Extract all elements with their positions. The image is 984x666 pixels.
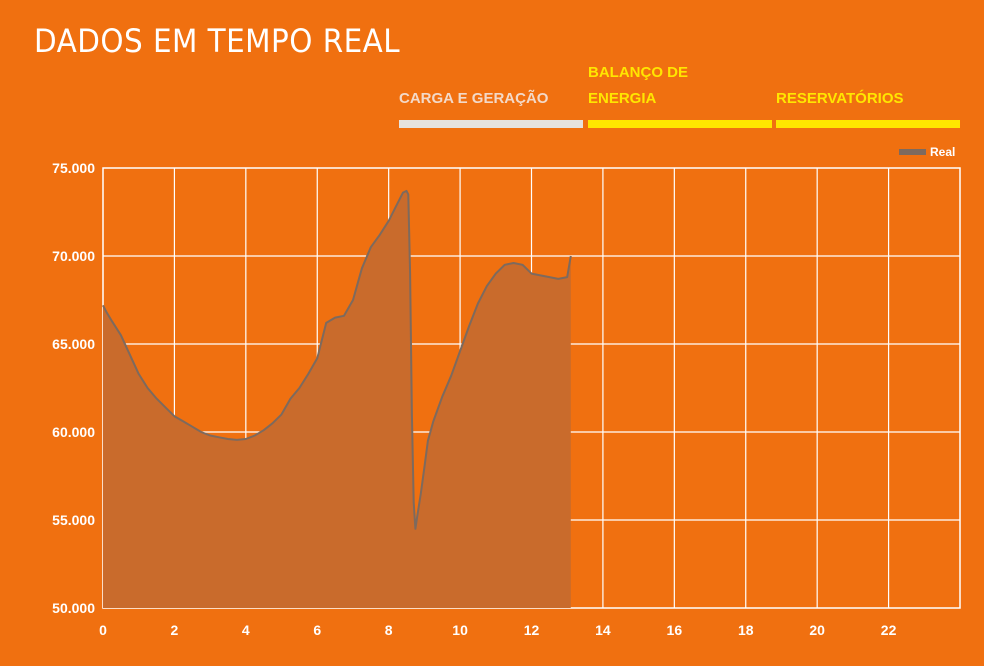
x-tick-label: 2 <box>171 622 179 638</box>
x-tick-label: 22 <box>881 622 897 638</box>
tab-label-line-2: ENERGIA <box>588 90 657 107</box>
tab-carga-e-geracao[interactable]: CARGA E GERAÇÃO <box>399 86 583 128</box>
series-line-real <box>102 189 572 530</box>
tab-indicator-active <box>399 120 583 128</box>
series-area-real <box>103 190 571 608</box>
x-tick-label: 14 <box>595 622 611 638</box>
y-tick-label: 70.000 <box>52 248 95 264</box>
y-tick-label: 60.000 <box>52 424 95 440</box>
x-tick-label: 20 <box>809 622 825 638</box>
tab-balanco-de-energia[interactable]: BALANÇO DE ENERGIA <box>588 60 772 128</box>
x-tick-label: 6 <box>313 622 321 638</box>
tab-indicator <box>776 120 960 128</box>
legend-label-real: Real <box>930 145 955 159</box>
x-tick-label: 8 <box>385 622 393 638</box>
y-tick-label: 65.000 <box>52 336 95 352</box>
x-tick-label: 12 <box>524 622 540 638</box>
y-tick-label: 50.000 <box>52 600 95 616</box>
x-tick-label: 0 <box>99 622 107 638</box>
x-tick-label: 18 <box>738 622 754 638</box>
x-tick-label: 16 <box>667 622 683 638</box>
tab-label-line-1: BALANÇO DE <box>588 64 688 81</box>
tab-reservatorios[interactable]: RESERVATÓRIOS <box>776 86 960 128</box>
x-tick-label: 4 <box>242 622 250 638</box>
tab-label: RESERVATÓRIOS <box>776 90 904 107</box>
x-tick-label: 10 <box>452 622 468 638</box>
y-tick-label: 75.000 <box>52 160 95 176</box>
legend-swatch-real <box>899 149 926 155</box>
tab-indicator <box>588 120 772 128</box>
page-title: DADOS EM TEMPO REAL <box>34 22 401 60</box>
tab-label: CARGA E GERAÇÃO <box>399 90 549 107</box>
y-tick-label: 55.000 <box>52 512 95 528</box>
